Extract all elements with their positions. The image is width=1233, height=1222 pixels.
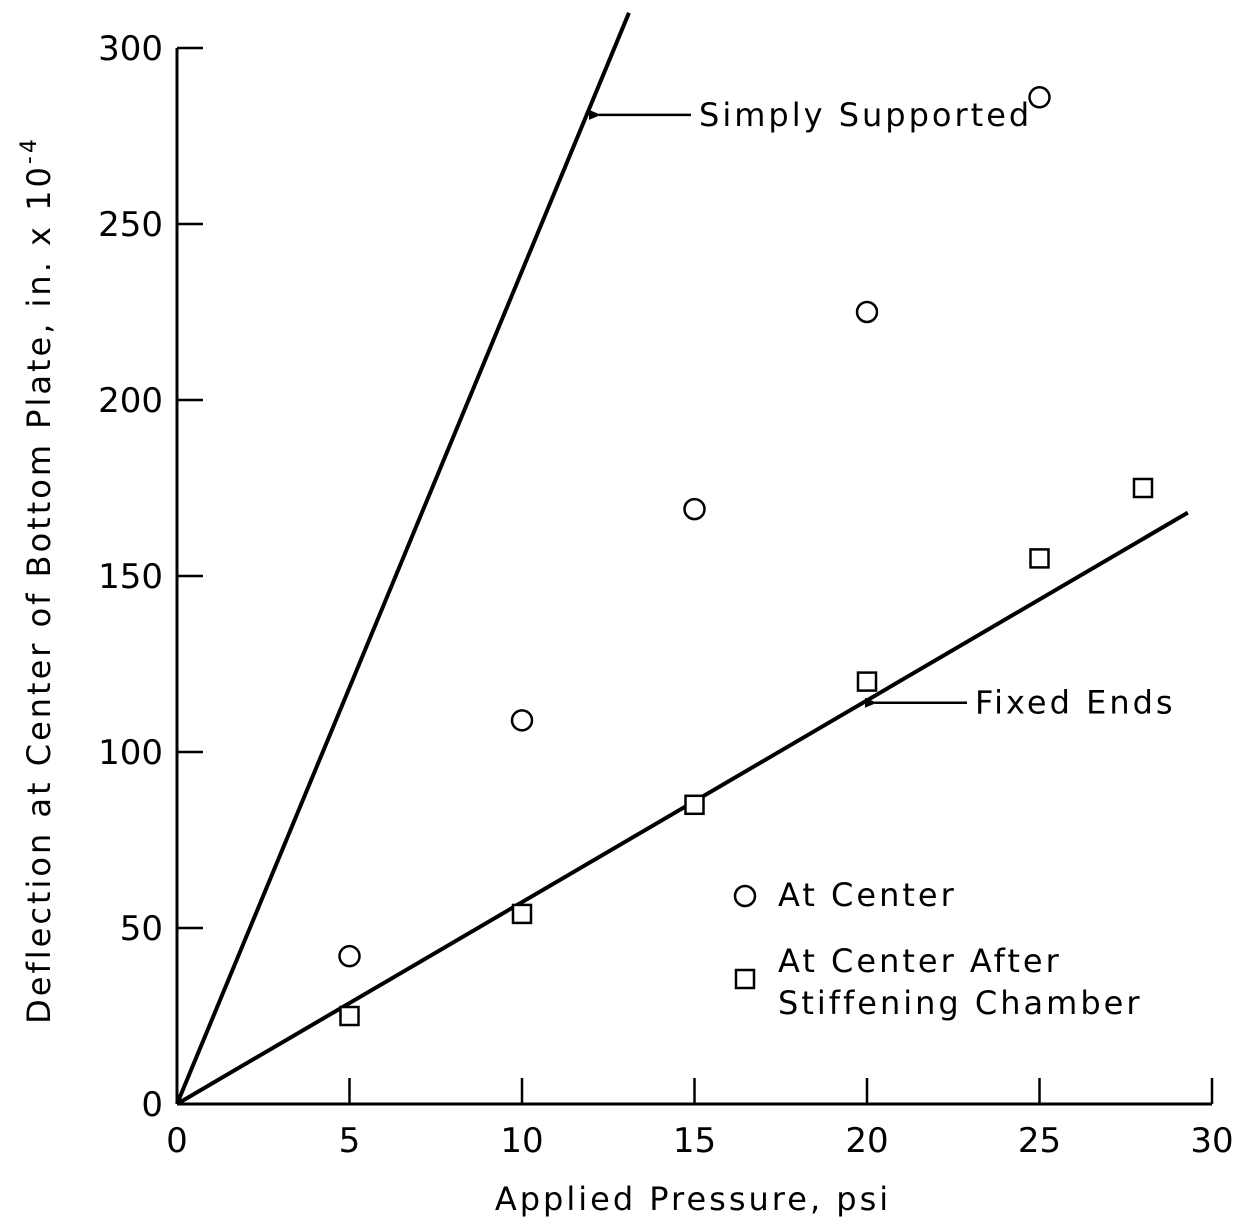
fixed-ends-line [175, 510, 1189, 1106]
x-tick-label: 15 [673, 1121, 716, 1161]
x-tick-label: 25 [1018, 1121, 1061, 1161]
point-at-center [510, 709, 534, 732]
legend-circle-marker [733, 884, 757, 908]
point-at-center [683, 497, 706, 521]
x-tick-label: 30 [1190, 1121, 1233, 1161]
annotation-simply-supported-label: Simply Supported [699, 96, 1032, 134]
y-axis-title-exponent: -4 [17, 136, 42, 164]
point-after-stiffening [339, 1005, 360, 1027]
point-after-stiffening [856, 671, 878, 692]
y-axis-title-main: Deflection at Center of Bottom Plate, in… [20, 164, 58, 1024]
x-tick-label: 5 [339, 1121, 361, 1161]
y-tick-label: 200 [98, 381, 163, 421]
point-after-stiffening [511, 903, 533, 925]
point-at-center [338, 944, 361, 968]
y-tick-label: 300 [98, 29, 163, 69]
y-axis-title: Deflection at Center of Bottom Plate, in… [17, 136, 58, 1024]
x-tick-label: 10 [500, 1121, 543, 1161]
annotation-fixed-ends-label: Fixed Ends [975, 684, 1176, 722]
x-tick-label: 20 [845, 1121, 888, 1161]
point-after-stiffening [684, 794, 705, 816]
line-annotations: Simply Supported Fixed Ends [589, 96, 1176, 722]
x-tick-label: 0 [166, 1121, 188, 1161]
data-points [338, 86, 1154, 1027]
x-axis-title: Applied Pressure, psi [495, 1180, 891, 1218]
legend-square-marker [734, 968, 756, 990]
legend-label-at-center: At Center [778, 876, 957, 914]
legend: At Center At Center After Stiffening Cha… [733, 876, 1142, 1022]
y-tick-label: 250 [98, 205, 163, 245]
reference-lines [175, 12, 1189, 1106]
simply-supported-line [175, 12, 631, 1105]
point-at-center [855, 300, 879, 324]
y-tick-label: 50 [120, 909, 163, 949]
y-tick-label: 100 [98, 733, 163, 773]
point-after-stiffening [1132, 477, 1154, 499]
y-tick-label: 150 [98, 557, 163, 597]
point-at-center [1028, 86, 1051, 109]
legend-label-after-stiffening-line2: Stiffening Chamber [778, 984, 1142, 1022]
legend-label-after-stiffening-line1: At Center After [778, 942, 1062, 980]
point-after-stiffening [1029, 548, 1050, 569]
y-tick-label: 0 [141, 1085, 163, 1125]
